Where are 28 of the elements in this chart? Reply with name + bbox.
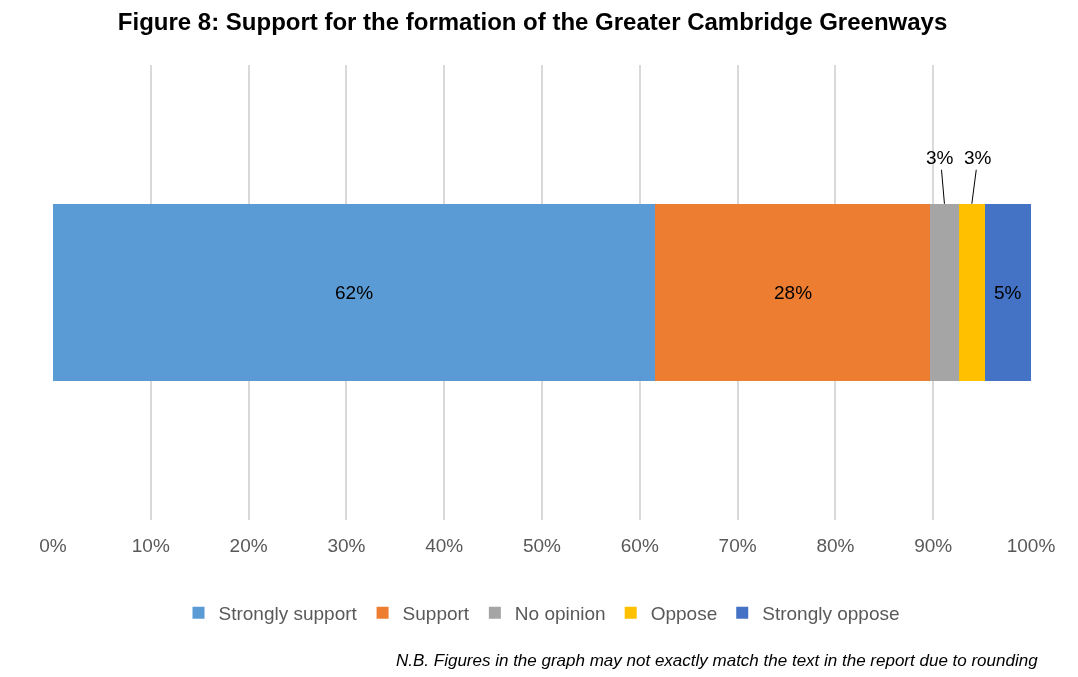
bar [930,203,959,382]
x-tick-label: 90% [914,535,953,556]
legend-label: Strongly oppose [762,603,900,625]
bar [655,203,931,382]
x-tick-label: 10% [131,535,170,556]
x-tick-label: 0% [39,535,67,556]
bar [958,203,986,382]
bar [985,203,1031,382]
x-tick-label: 70% [718,535,757,556]
legend-label: Strongly support [218,603,358,625]
x-tick-label: 30% [327,535,366,556]
data-label: 62% [335,282,374,303]
x-tick-label: 80% [816,535,855,556]
data-label: 5% [994,282,1022,303]
data-label: 3% [964,147,992,168]
x-tick-label: 20% [229,535,268,556]
x-tick-label: 100% [1006,535,1056,556]
x-tick-label: 50% [522,535,562,556]
legend-label: Support [402,603,470,625]
x-tick-label: 60% [620,535,659,556]
data-label: 28% [774,282,813,303]
data-label: 3% [926,147,954,168]
bar [53,203,656,382]
legend-label: Oppose [650,603,718,625]
chart-title: Figure 8: Support for the formation of the Greater Cambridge Greenways [117,8,948,36]
x-tick-label: 40% [425,535,464,556]
legend-label: No opinion [514,603,606,625]
text: N.B. Figures in the graph may not exactly match the text in the report due to rounding [396,651,1039,670]
